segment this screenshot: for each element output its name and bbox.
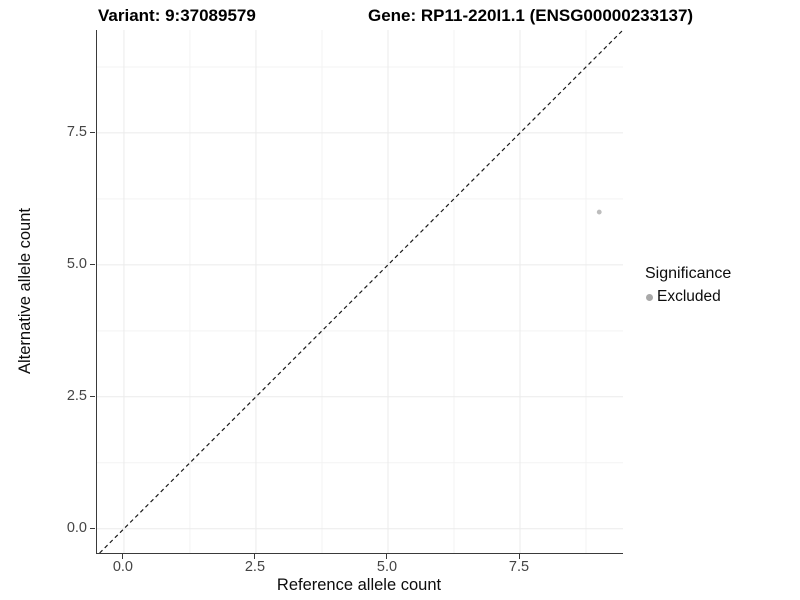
legend: Significance Excluded	[641, 264, 731, 306]
legend-entry-excluded: Excluded	[646, 288, 731, 306]
y-tick-label: 0.0	[66, 519, 87, 536]
x-tick-mark	[254, 554, 256, 559]
x-tick-mark	[386, 554, 388, 559]
y-tick-mark	[90, 528, 95, 530]
y-tick-label: 2.5	[66, 387, 87, 404]
x-tick-label: 7.5	[508, 559, 530, 575]
y-tick-mark	[90, 396, 95, 398]
data-point	[596, 209, 602, 215]
x-tick-mark	[122, 554, 124, 559]
x-tick-label: 5.0	[376, 559, 398, 575]
y-tick-label: 5.0	[66, 255, 87, 272]
legend-point-icon	[646, 293, 653, 301]
legend-title: Significance	[645, 265, 732, 282]
plot-svg	[97, 30, 623, 553]
legend-entry-label: Excluded	[657, 288, 721, 305]
x-tick-mark	[518, 554, 520, 559]
plot-panel	[96, 30, 623, 554]
x-axis-title: Reference allele count	[276, 576, 442, 594]
x-tick-label: 2.5	[244, 559, 266, 575]
identity-reference-line	[99, 30, 623, 553]
y-axis-title: Alternative allele count	[16, 208, 34, 375]
variant-title: Variant: 9:37089579	[98, 6, 256, 25]
y-tick-label: 7.5	[66, 123, 87, 140]
x-tick-label: 0.0	[112, 559, 133, 575]
y-tick-mark	[90, 264, 95, 266]
gene-title: Gene: RP11-220I1.1 (ENSG00000233137)	[368, 6, 694, 25]
y-tick-mark	[90, 132, 95, 134]
